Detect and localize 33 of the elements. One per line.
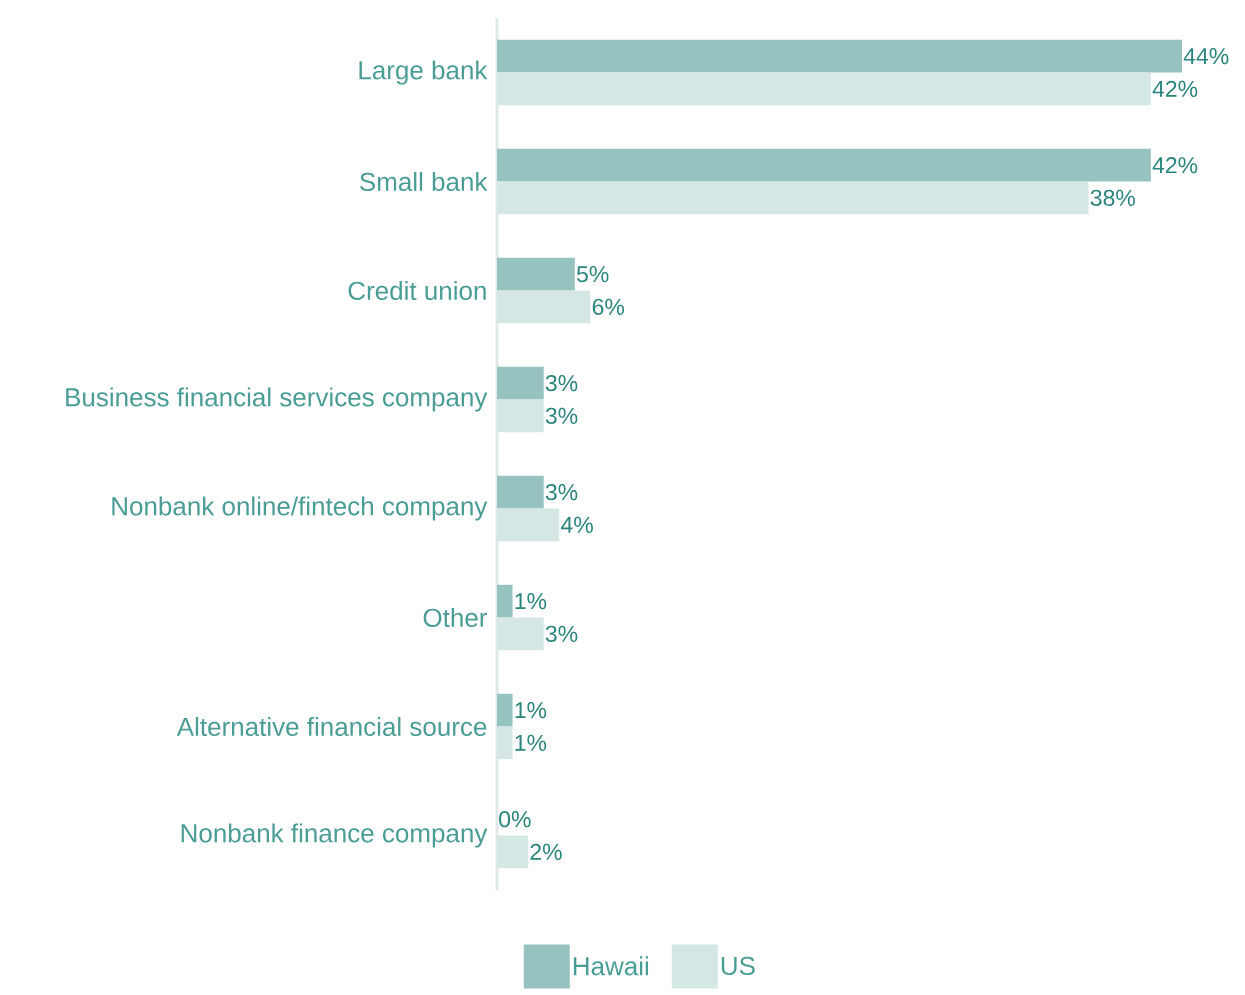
y-tick-label: Alternative financial source xyxy=(176,716,487,737)
data-label: 42% xyxy=(1152,80,1198,97)
bar xyxy=(497,257,575,291)
data-label: 1% xyxy=(515,593,547,610)
data-label: 3% xyxy=(545,625,578,642)
data-label: 2% xyxy=(530,843,562,860)
bar xyxy=(497,39,1182,73)
legend-label: Hawaii xyxy=(573,956,649,976)
data-label: 44% xyxy=(1183,48,1229,65)
data-label: 38% xyxy=(1090,189,1135,206)
bar xyxy=(497,584,513,618)
data-label: 0% xyxy=(499,811,531,828)
data-label: 42% xyxy=(1152,157,1198,174)
y-tick-label: Nonbank online/fintech company xyxy=(112,496,488,521)
bar xyxy=(497,366,544,400)
y-tick-label: Small bank xyxy=(360,171,488,192)
data-label: 1% xyxy=(515,702,547,719)
bar xyxy=(497,693,513,727)
bar xyxy=(497,148,1151,182)
data-label: 5% xyxy=(576,266,609,283)
data-label: 1% xyxy=(515,734,547,751)
legend-label: US xyxy=(721,956,755,976)
data-label: 6% xyxy=(592,298,625,315)
y-tick-label: Business financial services company xyxy=(66,387,488,412)
data-label: 3% xyxy=(545,484,578,501)
y-tick-label: Credit union xyxy=(348,280,486,301)
data-label: 3% xyxy=(545,407,578,424)
y-tick-label: Large bank xyxy=(359,60,488,85)
data-label: 4% xyxy=(561,516,593,533)
bar xyxy=(497,475,544,509)
data-label: 3% xyxy=(545,375,578,392)
y-tick-label: Nonbank finance company xyxy=(181,823,488,848)
y-tick-label: Other xyxy=(423,607,488,628)
